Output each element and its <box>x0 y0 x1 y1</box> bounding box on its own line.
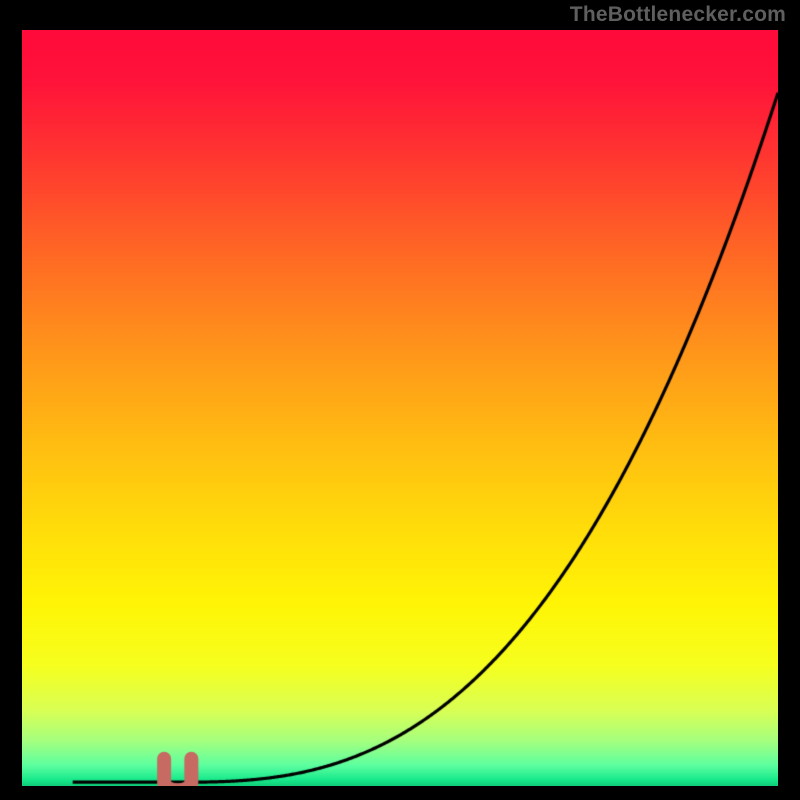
plot-canvas <box>22 30 778 786</box>
plot-area <box>22 30 778 786</box>
watermark-text: TheBottlenecker.com <box>570 3 786 27</box>
stage: TheBottlenecker.com <box>0 0 800 800</box>
